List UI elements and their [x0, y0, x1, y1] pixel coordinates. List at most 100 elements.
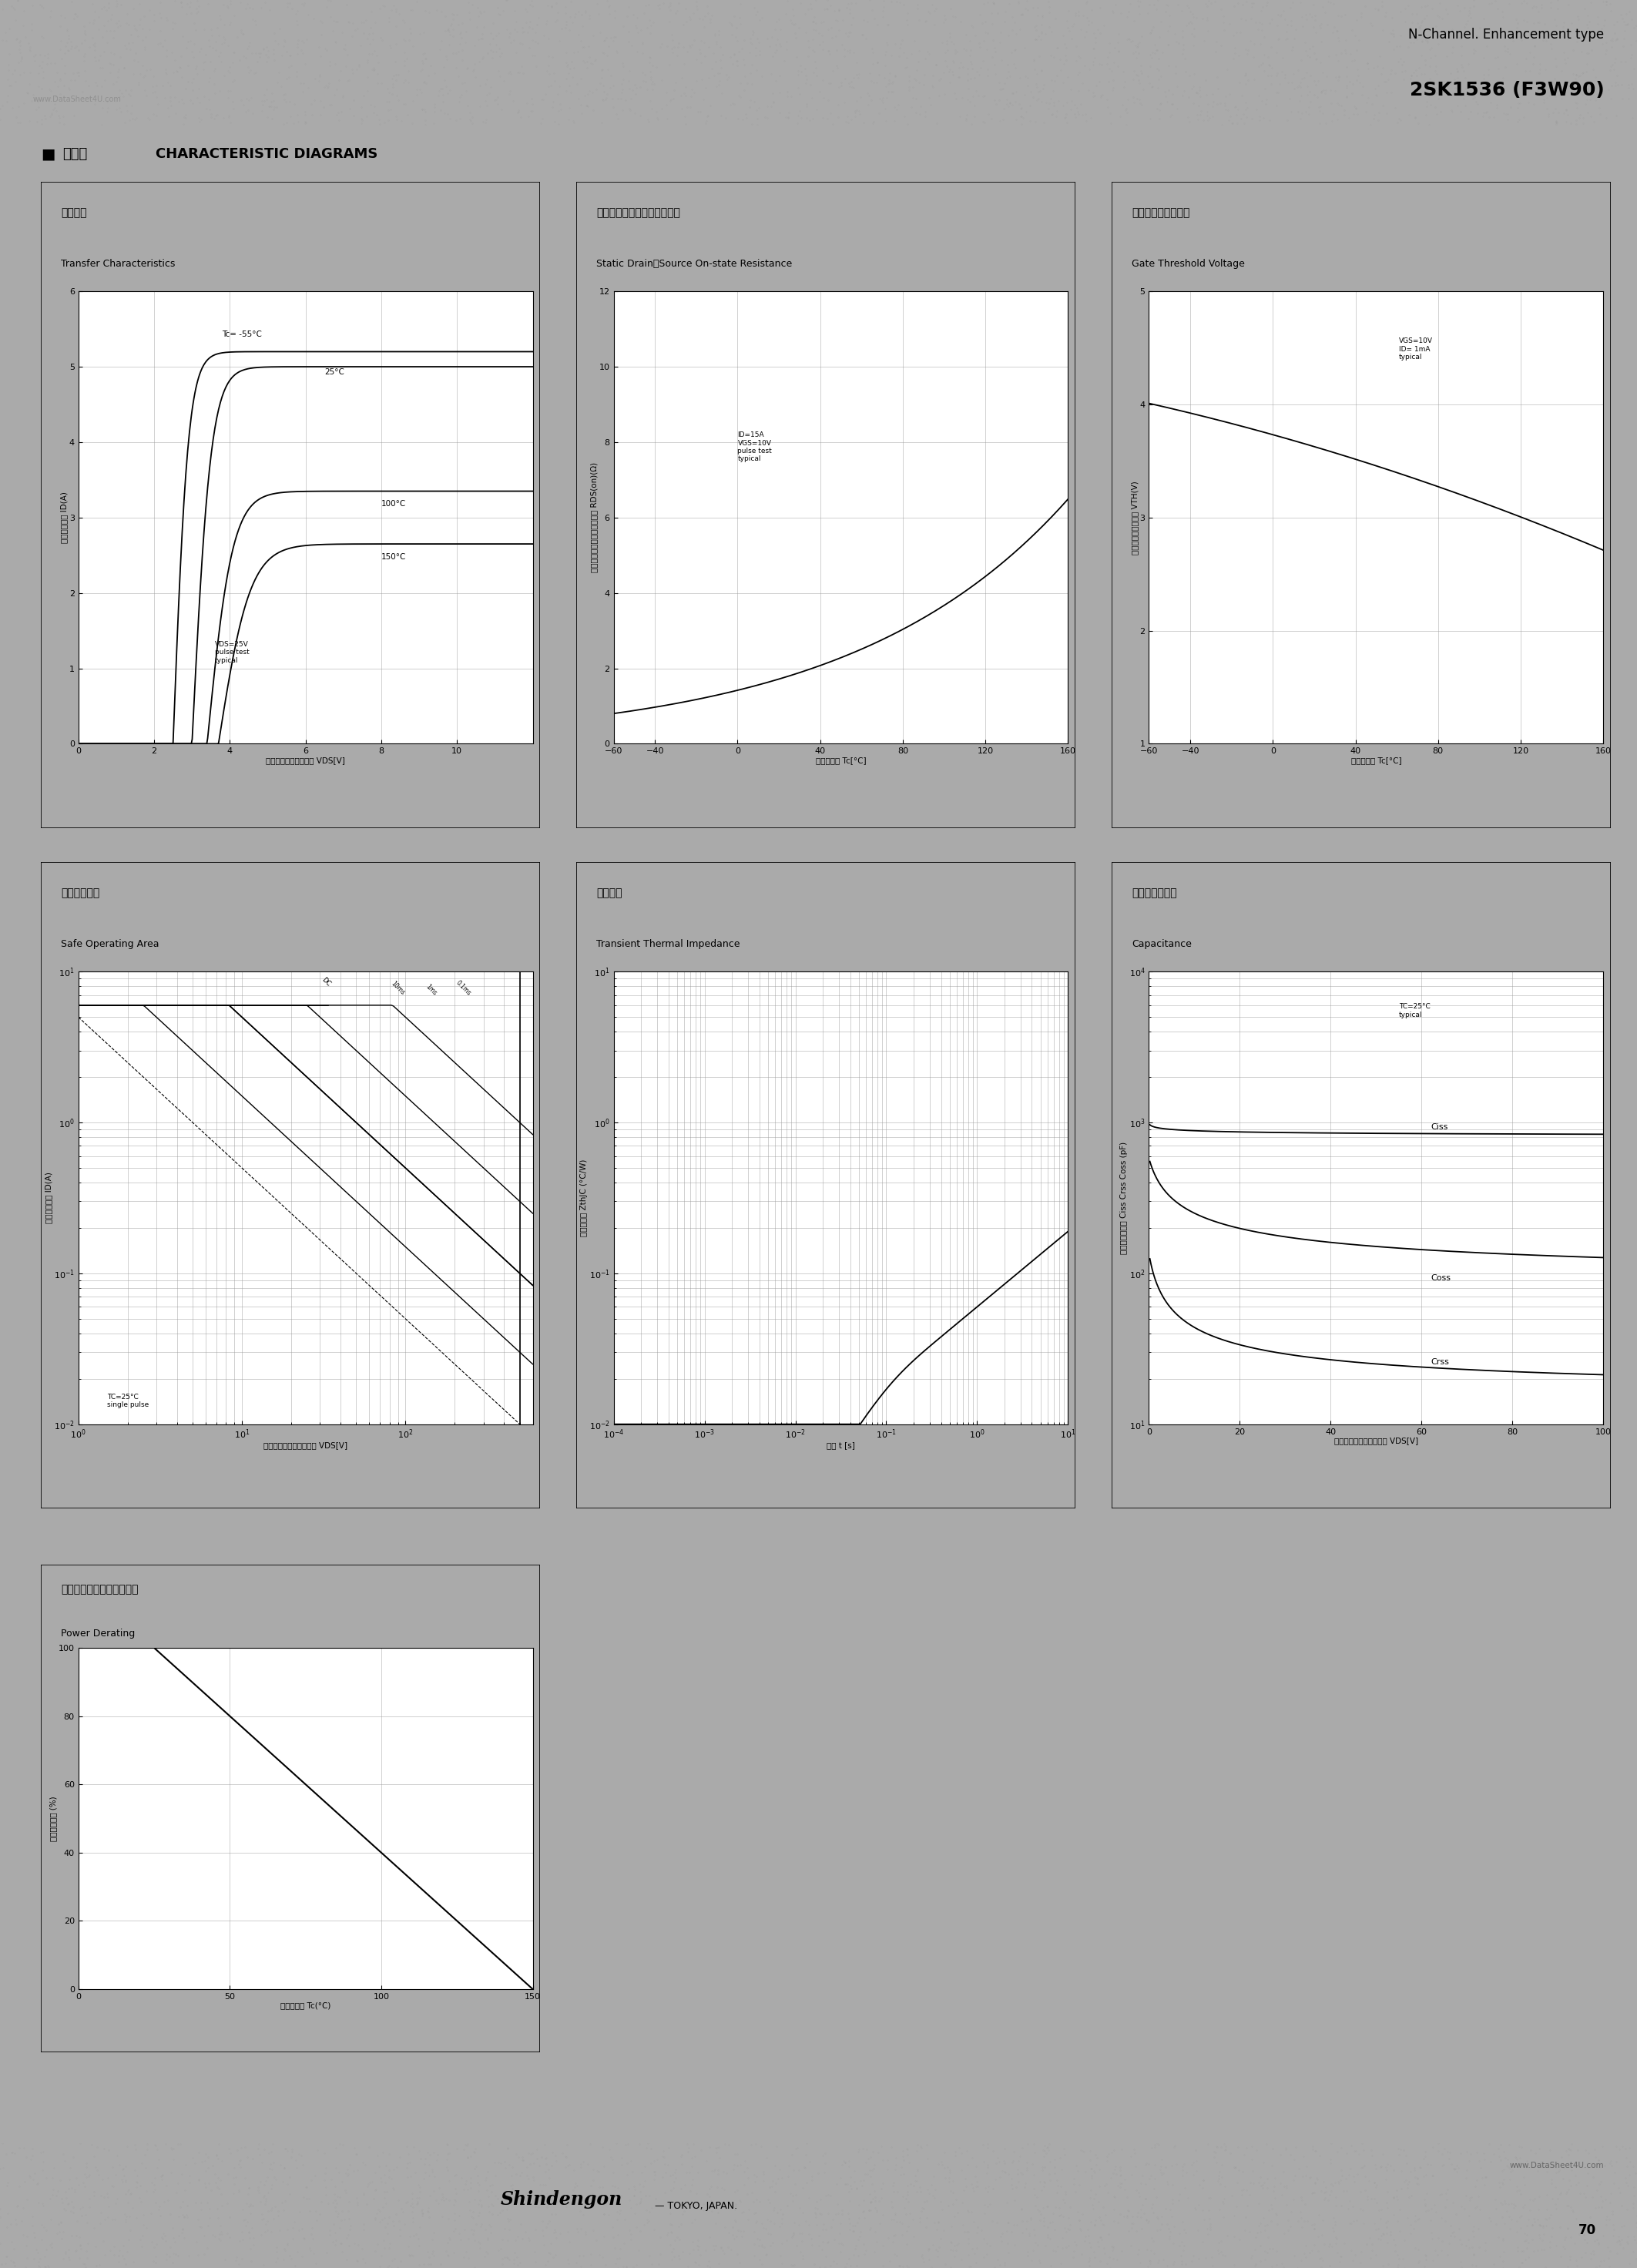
Point	[1233, 66, 1259, 102]
Point	[1025, 0, 1051, 34]
Point	[1490, 2200, 1516, 2236]
Point	[113, 2245, 139, 2268]
Point	[118, 2175, 144, 2211]
Point	[1447, 0, 1473, 29]
Point	[1221, 88, 1247, 125]
Point	[1570, 54, 1596, 91]
Point	[1378, 75, 1405, 111]
Point	[152, 23, 178, 59]
Point	[1488, 2184, 1514, 2220]
Point	[514, 14, 540, 50]
Point	[344, 2136, 370, 2173]
Point	[832, 61, 858, 98]
Point	[1532, 20, 1558, 57]
Point	[845, 2239, 871, 2268]
Point	[1491, 50, 1517, 86]
Point	[1337, 2127, 1364, 2164]
Point	[228, 2150, 254, 2186]
Point	[773, 100, 799, 136]
Point	[846, 95, 873, 132]
Point	[1536, 2200, 1562, 2236]
Point	[7, 23, 33, 59]
Point	[1463, 2248, 1490, 2268]
Point	[1288, 0, 1315, 20]
Point	[1612, 2132, 1637, 2168]
Point	[1036, 2125, 1062, 2161]
Point	[162, 95, 188, 132]
Point	[792, 50, 818, 86]
Point	[1048, 2245, 1074, 2268]
Point	[449, 20, 475, 57]
Point	[560, 5, 586, 41]
Point	[1221, 2248, 1247, 2268]
Point	[313, 2155, 339, 2191]
Point	[8, 2202, 34, 2239]
Point	[1311, 2180, 1337, 2216]
Point	[1113, 2180, 1139, 2216]
Point	[724, 48, 750, 84]
Point	[286, 2193, 313, 2229]
Point	[987, 2218, 1013, 2254]
Point	[20, 2130, 46, 2166]
Point	[458, 98, 485, 134]
Point	[188, 2191, 214, 2227]
Point	[1056, 2200, 1082, 2236]
Point	[386, 2202, 413, 2239]
Point	[1174, 0, 1200, 23]
Point	[403, 2155, 429, 2191]
Point	[1098, 52, 1125, 88]
Point	[720, 2152, 746, 2189]
Point	[344, 2243, 370, 2268]
Point	[778, 2175, 804, 2211]
Point	[134, 100, 160, 136]
Point	[172, 2220, 198, 2257]
Point	[1241, 2166, 1267, 2202]
Point	[1085, 11, 1112, 48]
Point	[1411, 2182, 1437, 2218]
Point	[746, 2241, 773, 2268]
Point	[1297, 39, 1323, 75]
Point	[913, 2209, 940, 2245]
Point	[1177, 57, 1203, 93]
Point	[182, 25, 208, 61]
Point	[39, 2229, 65, 2266]
Point	[1475, 77, 1501, 113]
Point	[185, 70, 211, 107]
Point	[1044, 2175, 1071, 2211]
Point	[891, 34, 917, 70]
Point	[1568, 2239, 1594, 2268]
Point	[827, 2234, 853, 2268]
Point	[1423, 75, 1449, 111]
Point	[457, 102, 483, 138]
Point	[1621, 2177, 1637, 2214]
Point	[702, 23, 728, 59]
Point	[1021, 2177, 1048, 2214]
Point	[82, 86, 108, 122]
Point	[1558, 104, 1585, 141]
Point	[193, 91, 219, 127]
Point	[54, 25, 80, 61]
Point	[958, 32, 984, 68]
Point	[1360, 2204, 1387, 2241]
Point	[905, 64, 931, 100]
Point	[850, 2130, 876, 2166]
Point	[187, 2209, 213, 2245]
Point	[354, 2186, 380, 2223]
Point	[727, 0, 753, 23]
Point	[1416, 77, 1442, 113]
Point	[763, 2166, 789, 2202]
Point	[1297, 29, 1323, 66]
Point	[1125, 61, 1151, 98]
Point	[126, 66, 152, 102]
Point	[134, 2132, 160, 2168]
Point	[761, 11, 787, 48]
Point	[1118, 2204, 1144, 2241]
Point	[0, 14, 18, 50]
Point	[85, 43, 111, 79]
Point	[1126, 0, 1152, 20]
Point	[1509, 2245, 1536, 2268]
Point	[5, 0, 31, 18]
Point	[959, 77, 985, 113]
Point	[141, 73, 167, 109]
Point	[1439, 11, 1465, 48]
